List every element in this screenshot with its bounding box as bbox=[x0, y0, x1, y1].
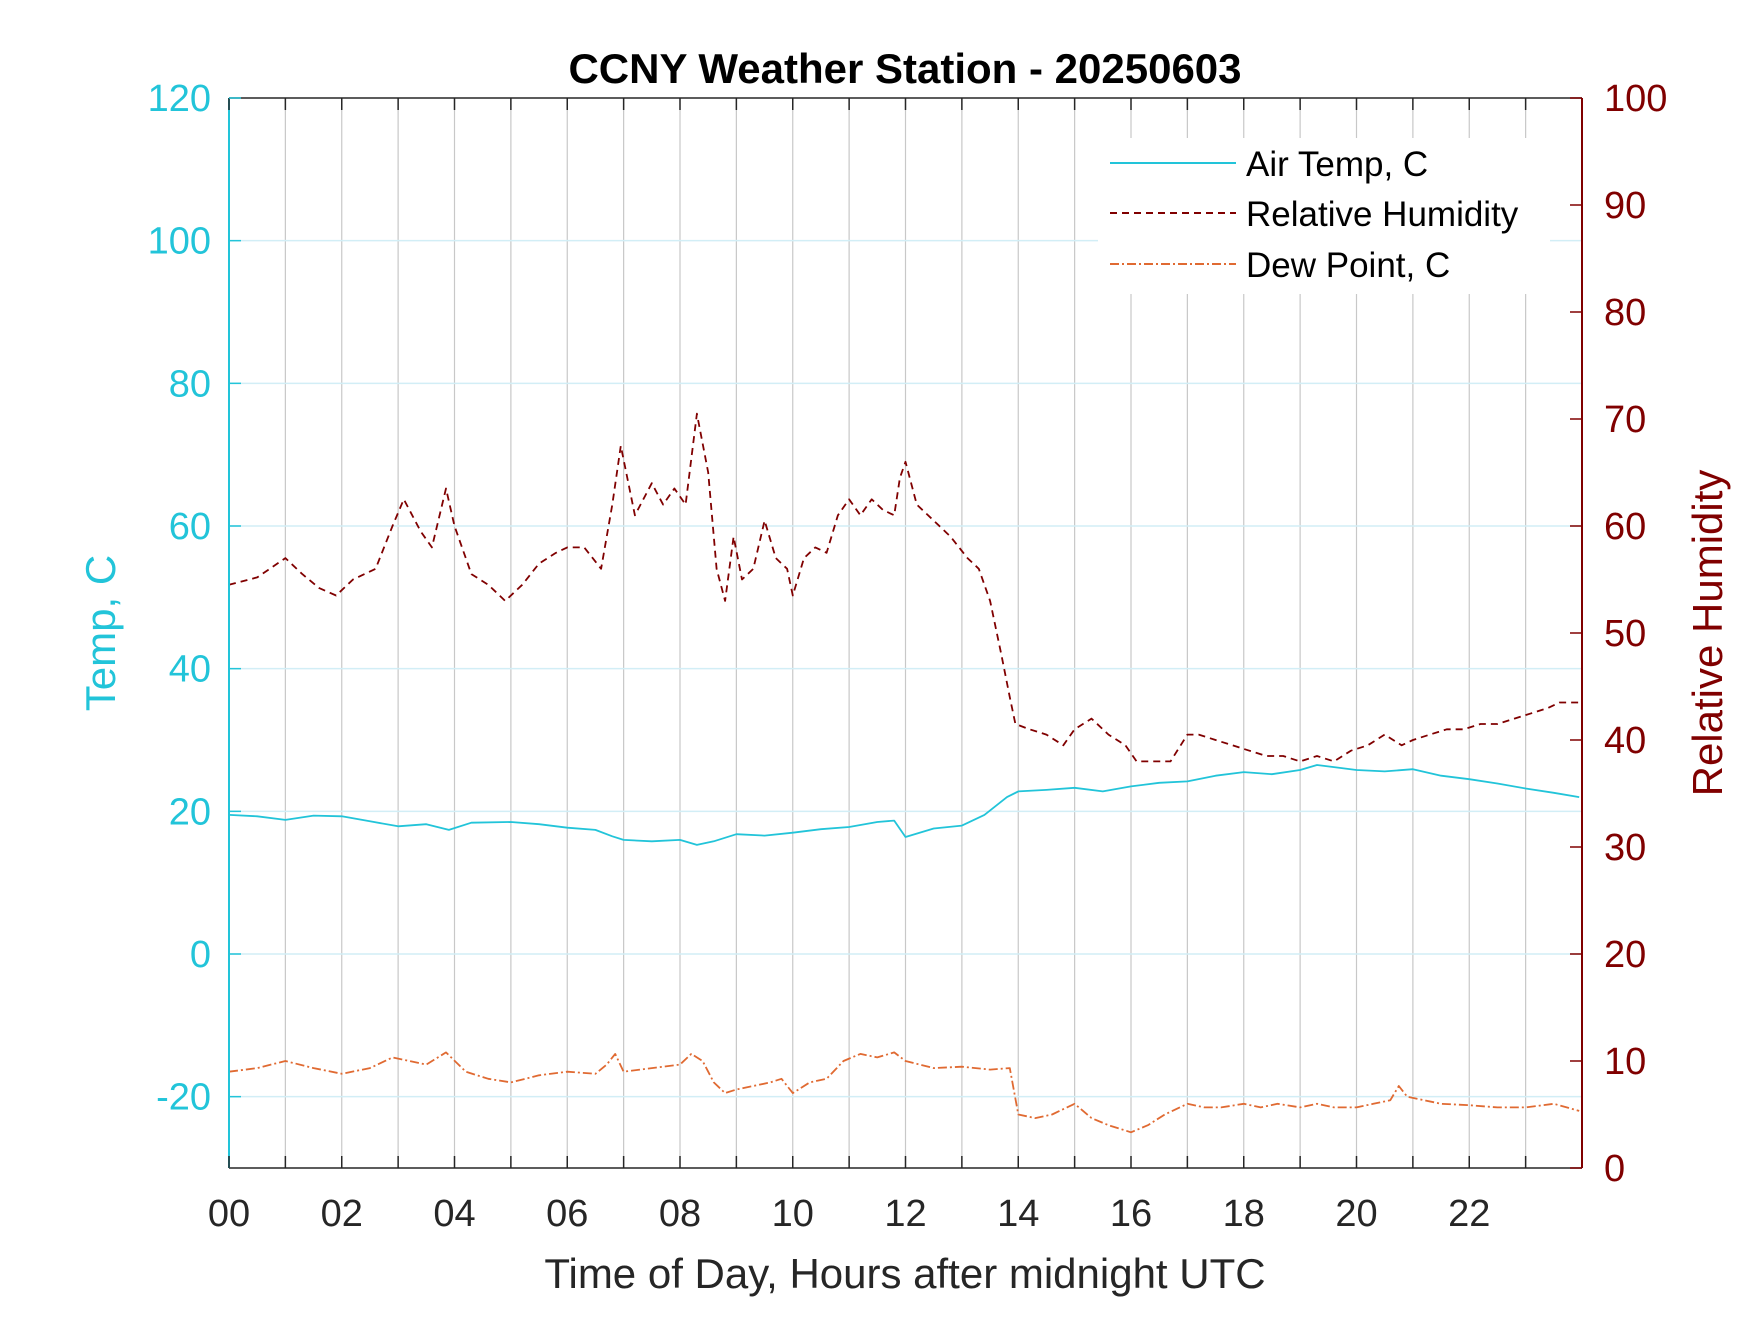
x-tick-label: 06 bbox=[546, 1193, 588, 1235]
y-right-tick-label: 70 bbox=[1604, 399, 1646, 441]
series-relative-humidity bbox=[228, 412, 1580, 763]
y-right-tick-label: 80 bbox=[1604, 292, 1646, 334]
legend-label-dew-point: Dew Point, C bbox=[1246, 246, 1450, 285]
series-dew-point bbox=[228, 1051, 1580, 1134]
y-right-tick-label: 0 bbox=[1604, 1148, 1625, 1190]
y-axis-left-label: Temp, C bbox=[77, 555, 124, 711]
x-tick-label: 10 bbox=[772, 1193, 814, 1235]
x-tick-label: 00 bbox=[208, 1193, 250, 1235]
y-left-tick-label: 100 bbox=[148, 221, 211, 263]
y-right-tick-label: 50 bbox=[1604, 613, 1646, 655]
y-right-tick-label: 100 bbox=[1604, 78, 1667, 120]
y-left-tick-label: 120 bbox=[148, 78, 211, 120]
x-tick-label: 08 bbox=[659, 1193, 701, 1235]
chart-title: CCNY Weather Station - 20250603 bbox=[568, 45, 1241, 92]
y-left-tick-label: 40 bbox=[169, 649, 211, 691]
y-left-tick-label: 80 bbox=[169, 363, 211, 405]
y-left-tick-label: 60 bbox=[169, 506, 211, 548]
series bbox=[228, 412, 1580, 1134]
axes bbox=[228, 97, 1583, 1169]
grid bbox=[229, 98, 1582, 1168]
x-tick-label: 14 bbox=[997, 1193, 1039, 1235]
x-tick-label: 20 bbox=[1335, 1193, 1377, 1235]
y-left-tick-label: 0 bbox=[190, 934, 211, 976]
x-tick-label: 02 bbox=[321, 1193, 363, 1235]
legend-label-relative-humidity: Relative Humidity bbox=[1246, 195, 1519, 234]
x-axis-label: Time of Day, Hours after midnight UTC bbox=[544, 1250, 1265, 1297]
tick-labels: 00 02 04 06 08 10 12 14 16 18 20 22-200204060801001… bbox=[148, 78, 1668, 1235]
series-air-temp bbox=[228, 764, 1580, 846]
x-tick-label: 22 bbox=[1448, 1193, 1490, 1235]
y-right-tick-label: 20 bbox=[1604, 934, 1646, 976]
y-right-tick-label: 40 bbox=[1604, 720, 1646, 762]
x-tick-label: 16 bbox=[1110, 1193, 1152, 1235]
legend: Air Temp, C Relative Humidity Dew Point,… bbox=[1098, 138, 1550, 294]
x-tick-label: 12 bbox=[884, 1193, 926, 1235]
y-right-tick-label: 30 bbox=[1604, 827, 1646, 869]
y-right-tick-label: 60 bbox=[1604, 506, 1646, 548]
x-tick-label: 04 bbox=[433, 1193, 475, 1235]
y-right-tick-label: 10 bbox=[1604, 1041, 1646, 1083]
y-right-tick-label: 90 bbox=[1604, 185, 1646, 227]
legend-label-air-temp: Air Temp, C bbox=[1246, 145, 1428, 184]
y-left-tick-label: 20 bbox=[169, 791, 211, 833]
y-left-tick-label: -20 bbox=[156, 1077, 211, 1119]
x-tick-label: 18 bbox=[1223, 1193, 1265, 1235]
y-axis-right-label: Relative Humidity bbox=[1684, 470, 1731, 797]
